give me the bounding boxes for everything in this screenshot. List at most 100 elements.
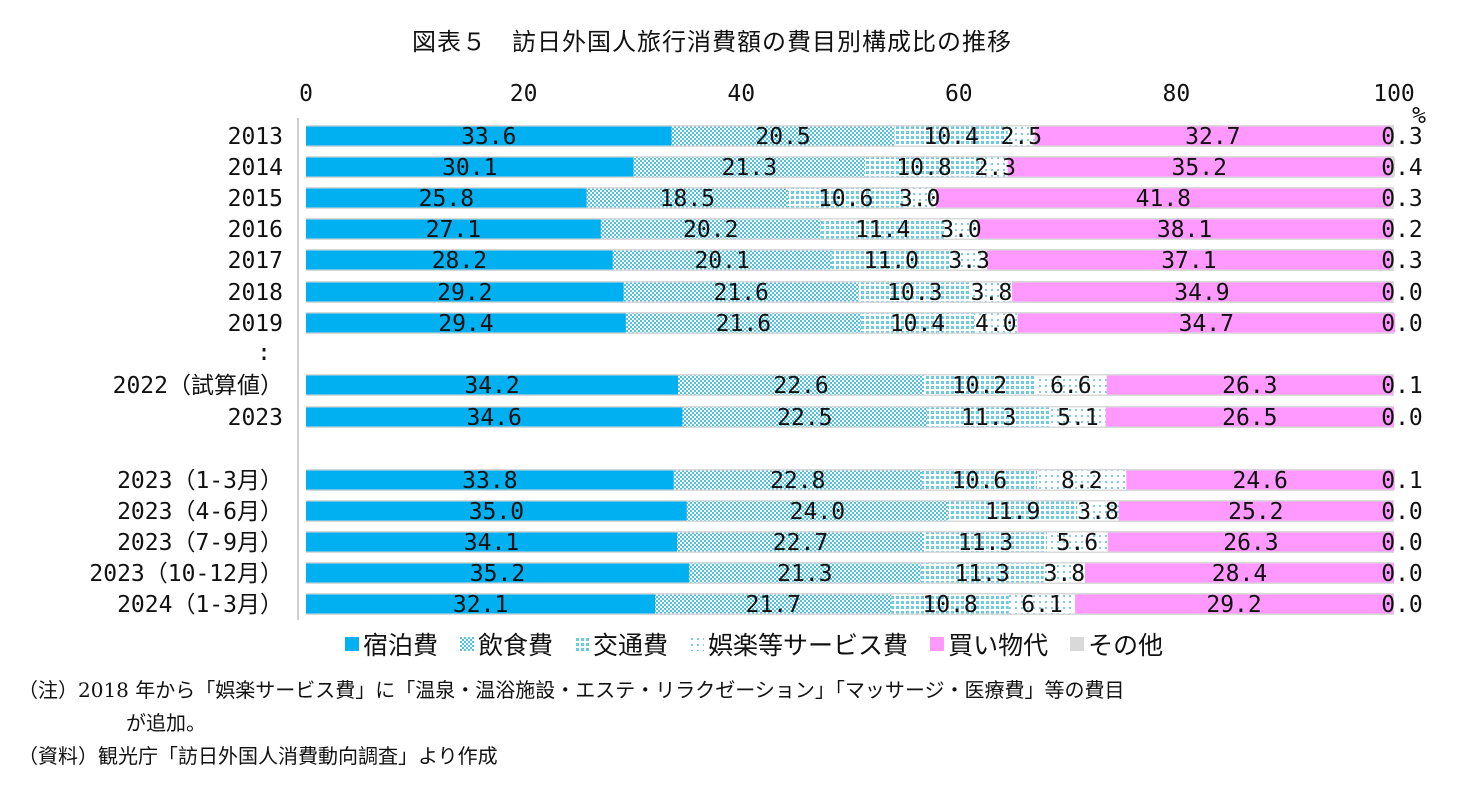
data-label: 0.0 xyxy=(1381,530,1423,556)
data-label: 3.8 xyxy=(1044,561,1086,587)
bar-segment-3 xyxy=(858,282,971,302)
source-note: （資料）観光庁「訪日外国人消費動向調査」より作成 xyxy=(18,744,498,768)
data-label: 20.1 xyxy=(694,248,749,274)
data-label: 20.5 xyxy=(755,124,810,150)
bar-segment-3 xyxy=(860,313,975,333)
data-label: 24.0 xyxy=(790,499,845,525)
data-label: 20.2 xyxy=(683,217,738,243)
bar-segment-5 xyxy=(1034,126,1391,146)
bar-segment-4 xyxy=(944,219,978,239)
data-label: 28.4 xyxy=(1212,561,1267,587)
bar-segment-1 xyxy=(306,375,679,395)
data-label: 10.6 xyxy=(818,186,873,212)
bar-segment-1 xyxy=(306,501,687,521)
bar-segment-6 xyxy=(1391,219,1394,239)
bar-segment-4 xyxy=(1043,563,1086,583)
value-labels: 33.6 20.5 10.4 2.5 32.7 0.3 30.1 21.3 10.8 2.3 35.… xyxy=(419,124,1423,618)
bar-segment-1 xyxy=(306,313,626,333)
data-label: 11.9 xyxy=(985,499,1040,525)
data-label: 0.0 xyxy=(1381,561,1423,587)
bar-segment-2 xyxy=(633,157,866,177)
bar-segment-5 xyxy=(1075,594,1393,614)
data-label: 11.3 xyxy=(954,561,1009,587)
legend-swatch xyxy=(690,637,705,651)
legend-item-6: その他 xyxy=(1070,626,1163,662)
legend-label: その他 xyxy=(1088,631,1164,660)
data-label: 34.2 xyxy=(464,373,519,399)
data-label: 32.1 xyxy=(453,592,508,618)
bar-segment-5 xyxy=(977,219,1392,239)
bar-segment-6 xyxy=(1394,470,1396,490)
bar-segment-1 xyxy=(306,532,678,552)
data-label: 10.4 xyxy=(890,311,945,337)
data-label: 21.3 xyxy=(722,155,777,181)
bar-segment-6 xyxy=(1392,375,1394,395)
data-label: 41.8 xyxy=(1136,186,1191,212)
data-label: 6.1 xyxy=(1021,592,1063,618)
bar-segment-4 xyxy=(1007,126,1035,146)
category-label: 2013 xyxy=(228,124,283,150)
notes: （注）2018 年から「娯楽サービス費」に「温泉・温浴施設・エステ・リラクゼーシ… xyxy=(18,674,1468,773)
data-label: 29.4 xyxy=(438,311,493,337)
data-label: 26.5 xyxy=(1222,405,1277,431)
data-label: 32.7 xyxy=(1185,124,1240,150)
category-label: 2023（1-3月） xyxy=(117,468,283,494)
bar-segment-5 xyxy=(1106,375,1393,395)
bar-segment-5 xyxy=(987,250,1391,270)
data-label: 5.6 xyxy=(1057,530,1099,556)
data-label: 33.6 xyxy=(461,124,516,150)
category-label: 2019 xyxy=(228,311,283,337)
data-label: 3.8 xyxy=(1077,499,1119,525)
data-label: 35.2 xyxy=(470,561,525,587)
data-label: 11.3 xyxy=(958,530,1013,556)
note-line-2: が追加。 xyxy=(126,711,206,735)
data-label: 34.9 xyxy=(1174,280,1229,306)
data-label: 2.5 xyxy=(1001,124,1043,150)
bar-segment-1 xyxy=(306,470,674,490)
bar-segment-1 xyxy=(306,407,683,427)
data-label: 25.8 xyxy=(419,186,474,212)
category-label: 2017 xyxy=(228,248,283,274)
bar-segment-6 xyxy=(1390,126,1394,146)
data-label: 22.6 xyxy=(773,373,828,399)
bar-segment-2 xyxy=(623,282,859,302)
category-label: 2023（7-9月） xyxy=(117,530,283,556)
legend-label: 宿泊費 xyxy=(363,631,439,660)
bar-segment-2 xyxy=(600,219,821,239)
legend-label: 交通費 xyxy=(593,631,669,660)
bar-segment-1 xyxy=(306,219,601,239)
data-label: 5.1 xyxy=(1057,405,1099,431)
x-tick-label: 100 xyxy=(1373,81,1415,107)
category-labels: 2013 2014 2015 2016 2017 2018 2019 2022（試算値） 202… xyxy=(89,124,283,618)
chart-title: 図表５ 訪日外国人旅行消費額の費目別構成比の推移 xyxy=(412,28,1012,56)
data-label: 10.6 xyxy=(952,468,1007,494)
data-label: 25.2 xyxy=(1228,499,1283,525)
ellipsis-marker: : xyxy=(257,340,271,366)
bar-segment-4 xyxy=(951,250,988,270)
data-label: 10.3 xyxy=(887,280,942,306)
data-label: 21.7 xyxy=(746,592,801,618)
data-label: 0.4 xyxy=(1381,155,1423,181)
data-label: 29.2 xyxy=(437,280,492,306)
bar-segment-4 xyxy=(970,282,1013,302)
legend-label: 娯楽等サービス費 xyxy=(708,631,909,660)
bar-segment-2 xyxy=(625,313,861,333)
bar-segment-3 xyxy=(891,594,1009,614)
bar-segment-3 xyxy=(865,157,983,177)
bar-segment-1 xyxy=(306,126,672,146)
bar-segment-1 xyxy=(306,157,634,177)
bar-segment-5 xyxy=(1107,532,1394,552)
bar-segment-2 xyxy=(682,407,928,427)
data-label: 0.3 xyxy=(1381,186,1423,212)
data-label: 37.1 xyxy=(1161,248,1216,274)
data-label: 21.6 xyxy=(714,280,769,306)
legend-swatch xyxy=(1070,637,1085,651)
data-label: 33.8 xyxy=(462,468,517,494)
category-label: 2023（4-6月） xyxy=(117,499,283,525)
data-label: 21.3 xyxy=(777,561,832,587)
legend-label: 飲食費 xyxy=(478,631,554,660)
data-label: 3.8 xyxy=(971,280,1013,306)
data-label: 3.0 xyxy=(940,217,982,243)
legend-item-2: 飲食費 xyxy=(460,626,553,662)
